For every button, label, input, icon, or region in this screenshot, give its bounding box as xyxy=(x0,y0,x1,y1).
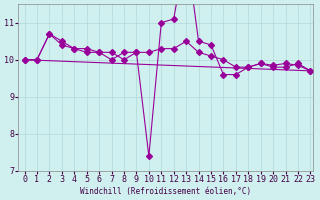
X-axis label: Windchill (Refroidissement éolien,°C): Windchill (Refroidissement éolien,°C) xyxy=(80,187,251,196)
